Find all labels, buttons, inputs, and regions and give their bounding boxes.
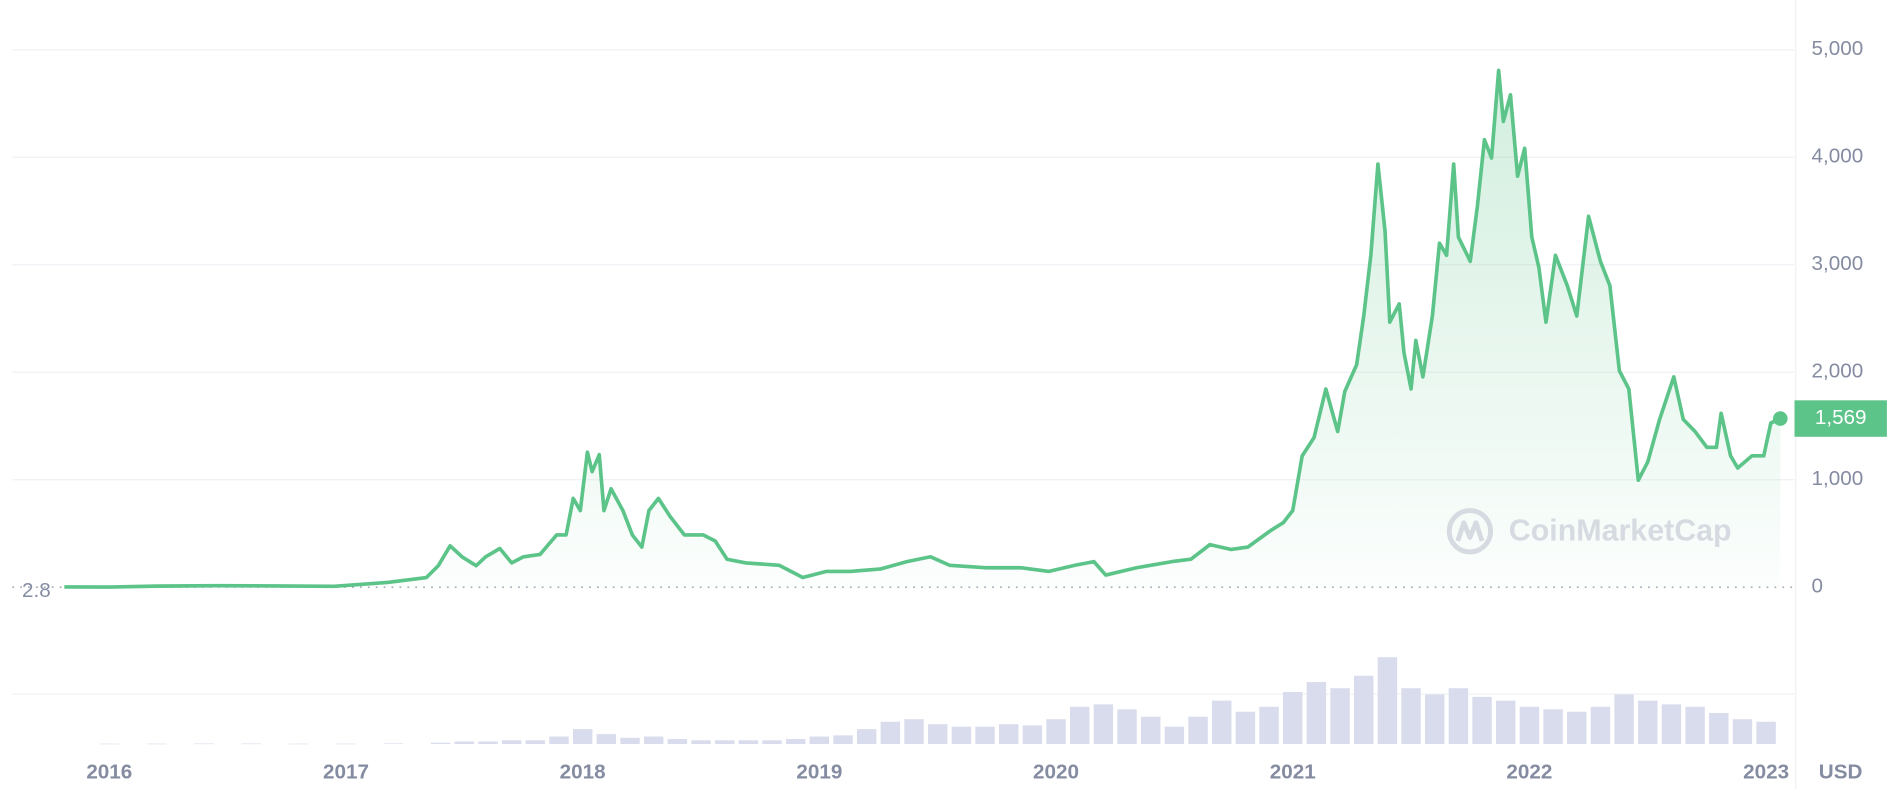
last-price-tag xyxy=(1794,400,1887,437)
volume-bar xyxy=(1448,688,1469,745)
volume-bar xyxy=(1614,694,1634,745)
last-point xyxy=(1773,411,1788,426)
volume-bar xyxy=(1211,700,1232,745)
volume-bar xyxy=(880,721,901,745)
volume-bar xyxy=(1425,694,1445,745)
y-tick-label: 5,000 xyxy=(1812,37,1864,60)
volume-bar xyxy=(288,743,309,745)
volume-bar xyxy=(691,740,711,745)
volume-bar xyxy=(620,737,640,745)
plot-layer: 2.8 1,569 xyxy=(22,68,1887,602)
watermark-logo-mark xyxy=(1455,520,1485,542)
price-area xyxy=(64,70,1781,588)
volume-bar xyxy=(1709,713,1729,745)
volume-bar xyxy=(1069,706,1090,745)
volume-bar xyxy=(1164,726,1185,745)
volume-bar xyxy=(1377,657,1398,745)
volume-bar xyxy=(1756,721,1776,745)
x-tick-label: 2021 xyxy=(1270,761,1316,784)
volume-bar xyxy=(904,719,924,745)
volume-bar xyxy=(1661,704,1682,745)
watermark-text: CoinMarketCap xyxy=(1509,514,1732,548)
volume-bar xyxy=(714,740,735,745)
volume-bar xyxy=(1022,725,1043,745)
x-tick-label: 2022 xyxy=(1506,761,1552,784)
volume-bar xyxy=(762,740,782,745)
volume-bar xyxy=(572,729,593,745)
y-tick-label: 2,000 xyxy=(1812,360,1864,383)
x-tick-label: 2020 xyxy=(1033,761,1079,784)
volume-bar xyxy=(998,724,1019,745)
y-tick-label: 0 xyxy=(1812,575,1824,598)
volume-bar xyxy=(1235,711,1256,745)
volume-bar xyxy=(856,729,877,745)
volume-bar xyxy=(975,726,995,745)
volume-bar xyxy=(241,743,262,745)
volume-bar xyxy=(549,736,569,745)
volume-bar xyxy=(738,740,759,745)
volume-bar xyxy=(785,739,806,745)
volume-bar xyxy=(1188,716,1208,745)
currency-label: USD xyxy=(1819,761,1863,784)
volume-bar xyxy=(1496,700,1516,745)
volume-layer xyxy=(99,657,1776,745)
volume-bar xyxy=(833,735,853,745)
volume-bar xyxy=(99,743,120,745)
volume-bar xyxy=(596,734,617,745)
volume-bar xyxy=(1567,711,1587,745)
volume-bar xyxy=(927,724,948,745)
volume-bar xyxy=(1354,675,1374,745)
volume-bar xyxy=(643,736,664,745)
volume-bar xyxy=(1543,709,1563,745)
y-tick-label: 4,000 xyxy=(1812,145,1864,168)
volume-bar xyxy=(1330,688,1350,745)
volume-bar xyxy=(1638,700,1658,745)
volume-bar xyxy=(501,740,522,745)
x-tick-label: 2017 xyxy=(323,761,369,784)
volume-bar xyxy=(194,743,214,745)
x-tick-label: 2016 xyxy=(86,761,132,784)
volume-bar xyxy=(454,741,475,745)
watermark-logo xyxy=(1446,508,1494,555)
y-tick-label: 1,000 xyxy=(1812,467,1864,490)
volume-bar xyxy=(1093,704,1114,745)
price-line xyxy=(64,68,1782,589)
volume-bar xyxy=(1472,696,1492,745)
volume-bar xyxy=(1685,706,1705,745)
last-price-label: 1,569 xyxy=(1815,406,1867,429)
volume-bar xyxy=(809,736,830,745)
volume-bar xyxy=(1140,716,1161,745)
volume-bar xyxy=(478,741,498,745)
volume-bar xyxy=(1732,719,1753,745)
x-tick-label: 2018 xyxy=(560,761,606,784)
volume-bar xyxy=(383,743,404,745)
volume-bar xyxy=(1117,709,1137,745)
volume-bar xyxy=(1519,706,1540,745)
volume-bar xyxy=(1283,691,1303,745)
volume-bar xyxy=(1306,682,1327,745)
volume-bar xyxy=(1401,688,1421,745)
watermark: CoinMarketCap xyxy=(1446,508,1732,555)
volume-bar xyxy=(525,740,546,745)
volume-bar xyxy=(430,742,451,745)
volume-bar xyxy=(146,743,167,745)
volume-bar xyxy=(667,739,688,745)
start-label: 2.8 xyxy=(22,579,51,602)
x-tick-label: 2023 xyxy=(1743,761,1789,784)
volume-bar xyxy=(336,743,356,745)
y-tick-label: 3,000 xyxy=(1812,252,1864,275)
volume-bar xyxy=(1046,719,1066,745)
volume-bar xyxy=(1590,706,1611,745)
volume-bar xyxy=(1259,706,1279,745)
volume-bar xyxy=(951,726,972,745)
x-tick-label: 2019 xyxy=(796,761,842,784)
